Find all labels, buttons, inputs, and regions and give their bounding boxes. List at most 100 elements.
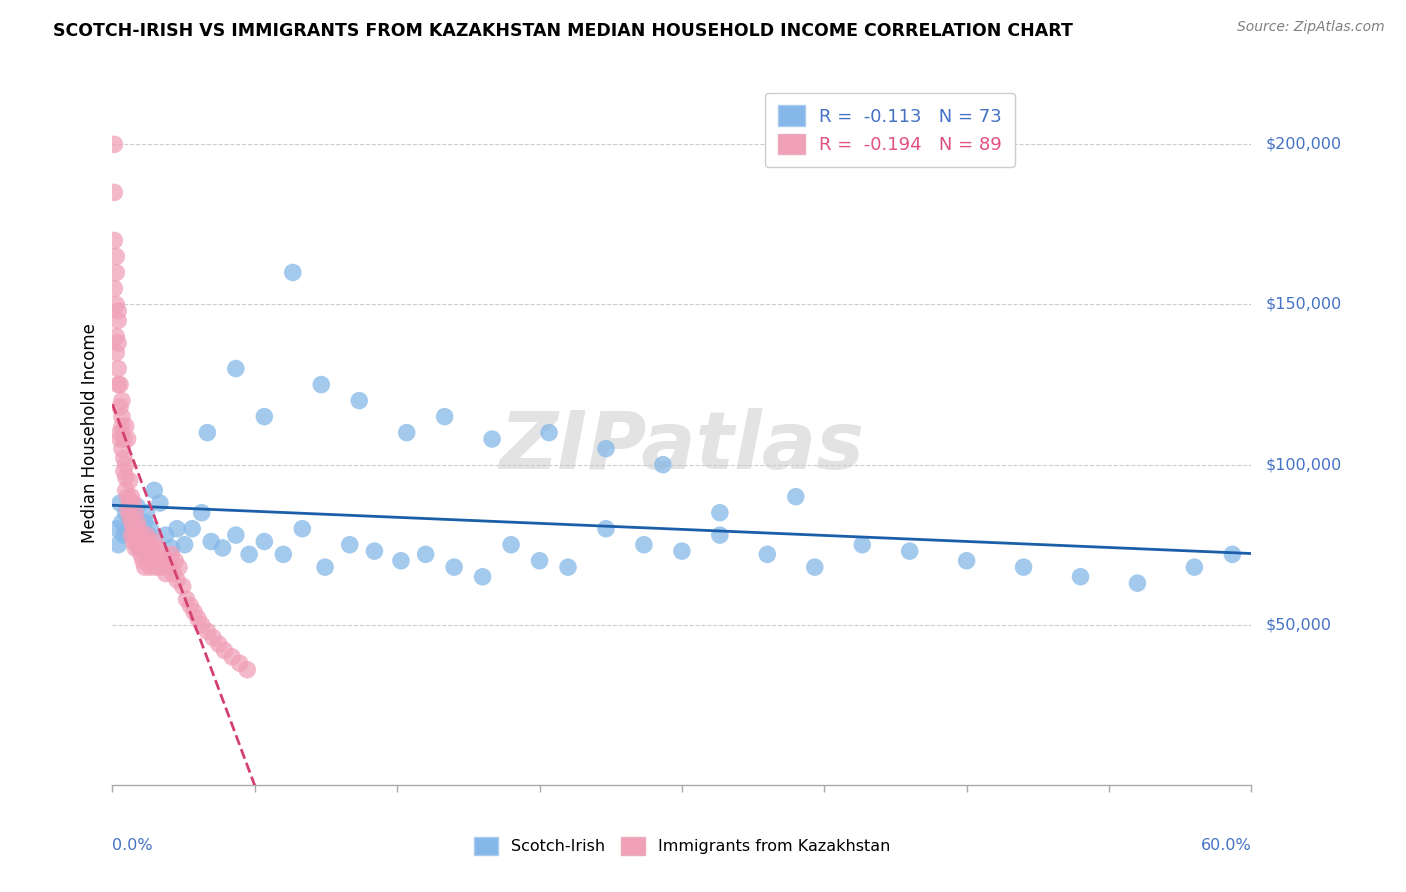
Point [1126, 576, 1149, 591]
Point [112, 528, 135, 542]
Point [956, 554, 979, 568]
Point [103, 281, 125, 295]
Point [129, 547, 152, 561]
Point [124, 508, 146, 523]
Point [118, 508, 141, 523]
Point [314, 560, 336, 574]
Point [122, 534, 145, 549]
Point [238, 547, 260, 561]
Point [132, 534, 155, 549]
Point [166, 573, 188, 587]
Point [208, 637, 231, 651]
Point [139, 541, 162, 555]
Point [105, 250, 128, 264]
Point [214, 643, 236, 657]
Point [149, 496, 172, 510]
Point [143, 483, 166, 498]
Point [309, 377, 333, 392]
Point [117, 490, 139, 504]
Point [166, 522, 188, 536]
Point [105, 265, 128, 279]
Point [111, 409, 134, 424]
Point [221, 649, 243, 664]
Text: $200,000: $200,000 [1265, 136, 1341, 152]
Point [225, 361, 247, 376]
Text: 0.0%: 0.0% [112, 838, 153, 853]
Text: 60.0%: 60.0% [1201, 838, 1251, 853]
Point [529, 554, 551, 568]
Point [108, 377, 131, 392]
Point [202, 631, 225, 645]
Point [167, 560, 190, 574]
Point [105, 345, 128, 359]
Point [114, 483, 136, 498]
Point [114, 419, 136, 434]
Point [195, 425, 219, 440]
Point [112, 432, 135, 446]
Point [363, 544, 385, 558]
Point [1069, 570, 1091, 584]
Point [114, 458, 136, 472]
Point [236, 663, 259, 677]
Point [433, 409, 456, 424]
Point [111, 393, 134, 408]
Point [225, 528, 247, 542]
Point [129, 528, 152, 542]
Point [112, 451, 135, 466]
Text: Source: ZipAtlas.com: Source: ZipAtlas.com [1237, 20, 1385, 34]
Point [132, 534, 155, 549]
Point [132, 554, 155, 568]
Point [709, 506, 731, 520]
Point [253, 534, 276, 549]
Point [117, 432, 139, 446]
Point [127, 516, 149, 530]
Point [111, 419, 134, 434]
Point [138, 528, 160, 542]
Point [190, 506, 212, 520]
Point [127, 534, 149, 549]
Point [117, 502, 139, 516]
Point [105, 522, 128, 536]
Text: $150,000: $150,000 [1265, 297, 1341, 312]
Point [107, 304, 129, 318]
Point [211, 541, 233, 555]
Point [108, 496, 131, 510]
Point [129, 524, 152, 539]
Text: ZIPatlas: ZIPatlas [499, 408, 865, 486]
Point [200, 534, 222, 549]
Point [443, 560, 465, 574]
Point [134, 516, 156, 530]
Point [150, 560, 173, 574]
Point [139, 560, 162, 574]
Point [160, 541, 183, 555]
Point [124, 541, 146, 555]
Point [122, 518, 145, 533]
Point [152, 547, 174, 561]
Point [138, 554, 160, 568]
Point [183, 605, 205, 619]
Point [1012, 560, 1035, 574]
Point [756, 547, 779, 561]
Legend: Scotch-Irish, Immigrants from Kazakhstan: Scotch-Irish, Immigrants from Kazakhstan [468, 830, 896, 862]
Point [172, 579, 194, 593]
Point [281, 265, 304, 279]
Point [179, 599, 201, 613]
Point [121, 490, 143, 504]
Point [103, 186, 125, 200]
Point [181, 522, 204, 536]
Point [671, 544, 693, 558]
Point [159, 560, 180, 574]
Point [108, 400, 131, 414]
Point [155, 566, 177, 581]
Point [122, 522, 145, 536]
Point [118, 496, 141, 510]
Point [111, 516, 134, 530]
Point [143, 534, 166, 549]
Point [135, 506, 157, 520]
Point [107, 335, 129, 350]
Point [114, 506, 136, 520]
Point [851, 538, 873, 552]
Point [107, 313, 129, 327]
Point [339, 538, 361, 552]
Point [389, 554, 412, 568]
